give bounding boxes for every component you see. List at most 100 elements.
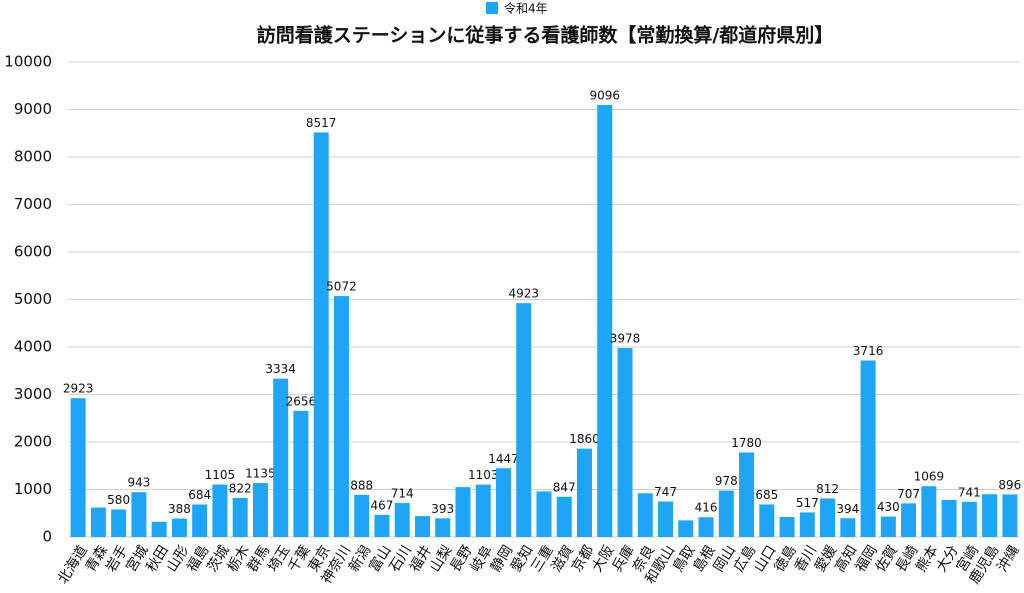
- y-tick-label: 2000: [14, 433, 52, 451]
- data-label: 430: [877, 500, 900, 514]
- data-label: 4923: [508, 287, 539, 301]
- bar: [941, 499, 957, 537]
- y-tick-label: 8000: [14, 148, 52, 166]
- bar: [759, 504, 775, 537]
- bar: [577, 448, 593, 537]
- data-label: 1780: [731, 436, 762, 450]
- data-label: 2656: [286, 394, 317, 408]
- data-label: 741: [958, 485, 981, 499]
- bar: [860, 360, 876, 537]
- bar: [1002, 494, 1018, 537]
- bar: [820, 498, 836, 537]
- bar: [779, 517, 795, 537]
- bar: [111, 509, 127, 537]
- data-label: 388: [168, 502, 191, 516]
- bar: [212, 484, 228, 537]
- data-label: 943: [127, 476, 150, 490]
- bar: [252, 483, 268, 537]
- data-label: 5072: [326, 280, 357, 294]
- bar: [495, 468, 511, 537]
- data-label: 1447: [488, 452, 519, 466]
- y-tick-label: 10000: [4, 53, 52, 71]
- data-label: 393: [431, 502, 454, 516]
- data-label: 517: [796, 496, 819, 510]
- y-tick-label: 7000: [14, 195, 52, 213]
- bar: [961, 501, 977, 537]
- data-label: 1069: [914, 470, 945, 484]
- bar: [374, 514, 390, 537]
- bar: [637, 493, 653, 537]
- bar: [192, 504, 208, 537]
- legend-swatch: [486, 2, 498, 14]
- data-label: 1135: [245, 467, 276, 481]
- bar: [597, 104, 613, 537]
- bar: [151, 521, 167, 537]
- data-label: 822: [229, 481, 252, 495]
- bar: [698, 517, 714, 537]
- bar: [414, 516, 430, 537]
- bar: [516, 303, 532, 537]
- bar: [354, 494, 370, 537]
- bar: [70, 398, 86, 537]
- y-tick-label: 4000: [14, 338, 52, 356]
- data-label: 685: [755, 488, 778, 502]
- legend-label: 令和4年: [504, 1, 548, 16]
- bar: [901, 503, 917, 537]
- data-label: 9096: [589, 88, 620, 102]
- data-label: 3334: [265, 362, 296, 376]
- data-label: 707: [897, 487, 920, 501]
- bar: [921, 486, 937, 537]
- data-label: 3716: [853, 344, 884, 358]
- data-label: 847: [553, 480, 576, 494]
- data-label: 684: [188, 488, 211, 502]
- bar: [880, 516, 896, 537]
- bar: [982, 494, 998, 537]
- data-label: 2923: [63, 382, 94, 396]
- x-tick-label: 沖縄: [994, 543, 1022, 575]
- data-label: 580: [107, 493, 130, 507]
- y-tick-label: 1000: [14, 480, 52, 498]
- y-tick-label: 3000: [14, 385, 52, 403]
- data-label: 416: [695, 501, 718, 515]
- bar: [799, 512, 815, 537]
- data-label: 747: [654, 485, 677, 499]
- bar: [617, 348, 633, 537]
- bar: [435, 518, 451, 537]
- data-label: 896: [998, 478, 1021, 492]
- y-tick-label: 0: [42, 528, 52, 546]
- data-label: 8517: [306, 116, 337, 130]
- bar: [536, 491, 552, 537]
- bar: [293, 410, 309, 537]
- data-label: 3978: [610, 332, 641, 346]
- data-label: 714: [391, 487, 414, 501]
- data-label: 1103: [468, 468, 499, 482]
- data-label: 812: [816, 482, 839, 496]
- bar: [171, 518, 187, 537]
- data-label: 888: [350, 478, 373, 492]
- chart-title: 訪問看護ステーションに従事する看護師数【常勤換算/都道府県別】: [257, 24, 834, 47]
- bar: [475, 484, 491, 537]
- bar: [556, 496, 572, 537]
- bar: [739, 452, 755, 537]
- y-tick-label: 6000: [14, 243, 52, 261]
- bar: [90, 507, 106, 537]
- bar: [455, 487, 471, 537]
- bar: [658, 501, 674, 537]
- data-label: 978: [715, 474, 738, 488]
- bar: [232, 497, 248, 537]
- bar: [333, 296, 349, 537]
- bar: [313, 132, 329, 537]
- data-label: 394: [836, 502, 859, 516]
- bar: [273, 378, 289, 537]
- y-tick-label: 5000: [14, 290, 52, 308]
- bar: [394, 503, 410, 537]
- bar: [840, 518, 856, 537]
- y-tick-label: 9000: [14, 100, 52, 118]
- bar: [131, 492, 147, 537]
- data-label: 1860: [569, 432, 600, 446]
- data-label: 1105: [205, 468, 236, 482]
- data-label: 467: [371, 498, 394, 512]
- bar: [718, 490, 734, 537]
- bar: [678, 520, 694, 537]
